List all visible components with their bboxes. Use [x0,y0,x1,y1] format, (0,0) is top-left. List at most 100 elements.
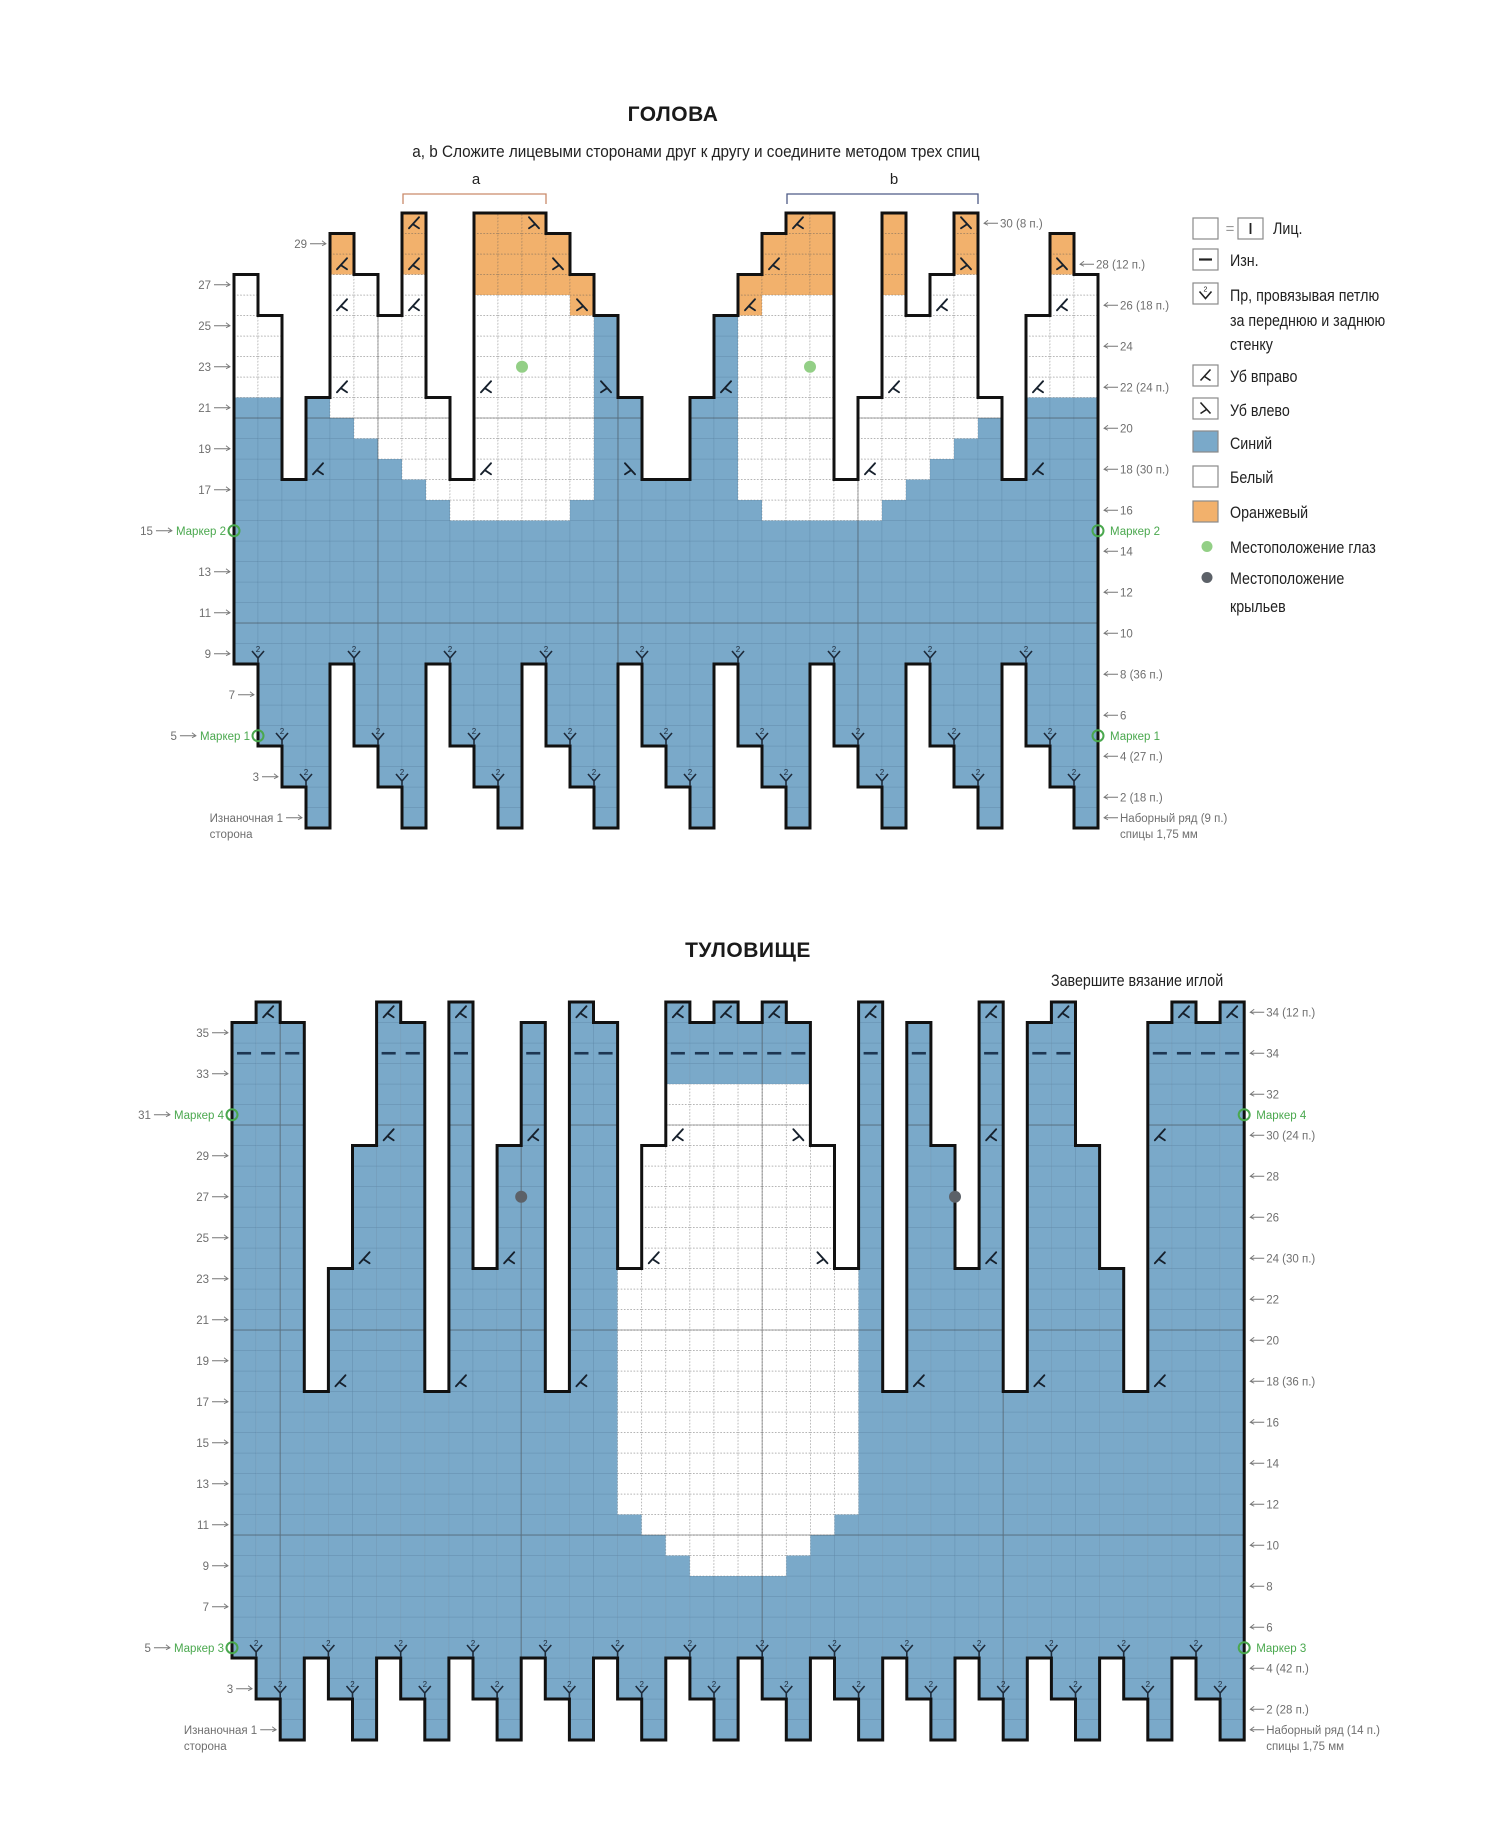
row-number-label: 17 [198,485,211,497]
stitch-cell [929,417,955,439]
stitch-cell [905,438,931,460]
stitch-cell [255,1370,281,1392]
stitch-cell [593,335,619,357]
row-label-right: Наборный ряд (14 п.)спицы 1,75 мм [1249,1725,1380,1753]
stitch-cell [1001,479,1027,501]
stitch-cell [857,561,883,583]
stitch-cell [881,499,907,521]
stitch-cell [231,1145,257,1167]
stitch-cell [496,1616,522,1638]
marker-label: Маркер 2 [176,526,226,538]
stitch-cell [785,417,811,439]
stitch-cell [689,1186,715,1208]
stitch-cell [401,581,427,603]
blue-swatch-icon [1192,430,1219,453]
stitch-cell [665,1145,691,1167]
stitch-cell [1099,1309,1125,1331]
kfb-increase-icon: 2 [683,1639,697,1657]
stitch-cell [810,1575,835,1597]
stitch-cell [1147,1432,1173,1454]
stitch-cell [425,622,451,644]
stitch-cell [1171,1288,1197,1310]
stitch-cell [1075,1268,1100,1290]
row-label-right: 6 [1249,1622,1273,1634]
stitch-cell [231,1022,257,1044]
stitch-cell [809,315,835,337]
stitch-cell [305,684,331,706]
kfb-mark: 2 [760,1639,765,1648]
stitch-cell [1195,1350,1221,1372]
stitch-cell [497,499,523,521]
stitch-cell [281,479,307,501]
stitch-cell [977,622,1003,644]
kfb-increase-icon: 2 [539,645,553,663]
kfb-increase-icon: 2 [1019,645,1033,663]
kfb-mark: 2 [471,1639,476,1648]
stitch-cell [929,684,955,706]
arrow-right-icon [214,445,231,452]
stitch-cell [473,356,499,378]
stitch-cell [1195,1555,1221,1577]
stitch-cell [761,663,787,685]
stitch-cell [401,704,427,726]
stitch-cell [496,1575,522,1597]
stitch-cell [1195,1165,1221,1187]
stitch-cell [279,1350,305,1372]
stitch-cell [376,1411,402,1433]
stitch-cell [376,1555,402,1577]
stitch-cell [521,376,547,398]
stitch-cell [329,417,355,439]
stitch-cell [906,1657,932,1679]
kfb-increase-icon: 2 [875,768,889,786]
stitch-cell [448,1575,474,1597]
row-label-left: 7 [203,1602,229,1614]
stitch-cell [761,438,787,460]
stitch-cell [401,417,427,439]
stitch-cell [569,1288,594,1310]
stitch-cell [930,1493,956,1515]
stitch-cell [617,1432,643,1454]
stitch-cell [279,1063,305,1085]
stitch-cell [881,233,907,255]
stitch-cell [497,253,523,275]
stitch-cell [1099,1350,1125,1372]
purl-stitch-icon [1192,248,1219,271]
eye-position-dot [804,360,816,373]
stitch-cell [978,1186,1004,1208]
stitch-cell [1171,1391,1197,1413]
stitch-cell [858,1145,884,1167]
stitch-cell [761,274,787,296]
stitch-cell [328,1268,353,1290]
stitch-cell [1026,1063,1052,1085]
legend-item: Оранжевый [1192,500,1308,523]
stitch-cell [1002,1452,1028,1474]
stitch-cell [352,1309,377,1331]
stitch-cell [497,356,523,378]
stitch-cell [520,1452,546,1474]
stitch-cell [305,479,331,501]
stitch-cell [1073,315,1099,337]
stitch-cell [231,1555,257,1577]
stitch-cell [328,1596,353,1618]
stitch-cell [978,1104,1004,1126]
row-number-label: 20 [1120,423,1133,435]
stitch-cell [834,1411,859,1433]
stitch-cell [305,561,331,583]
kfb-mark: 2 [256,645,261,654]
knit-stitch-icon [1192,217,1219,240]
stitch-cell [785,1698,811,1720]
stitch-cell [929,397,955,419]
stitch-cell [233,479,259,501]
stitch-cell [520,1391,546,1413]
stitch-cell [1026,1186,1052,1208]
stitch-cell [328,1391,353,1413]
stitch-cell [1051,1288,1076,1310]
stitch-cell [978,1370,1004,1392]
stitch-cell [401,438,427,460]
stitch-cell [906,1411,932,1433]
stitch-cell [978,1411,1004,1433]
stitch-cell [1049,417,1075,439]
stitch-cell [689,622,715,644]
row-label-left: Маркер 15 [171,729,265,743]
stitch-cell [905,581,931,603]
